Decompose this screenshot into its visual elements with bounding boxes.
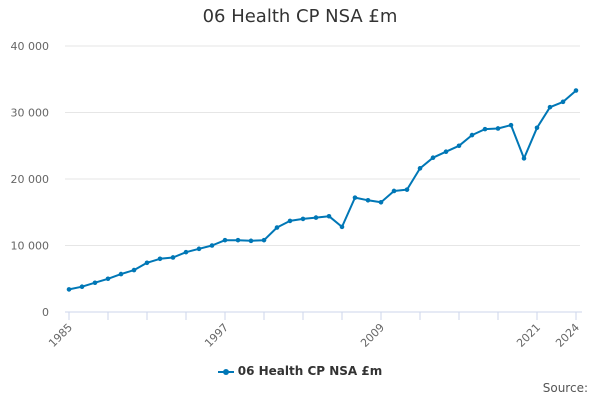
data-point [352, 195, 358, 200]
x-tick-label: 1997 [202, 321, 231, 350]
data-point [365, 197, 371, 203]
data-point [209, 243, 215, 248]
y-tick-label: 30 000 [11, 107, 50, 120]
data-point [404, 187, 410, 192]
data-point [131, 267, 137, 273]
data-point [183, 249, 189, 255]
data-point [521, 156, 527, 161]
x-tick-label: 2024 [553, 321, 582, 350]
data-point [92, 280, 98, 286]
source-label: Source: [542, 381, 588, 395]
data-point [573, 88, 579, 93]
data-point [326, 213, 332, 219]
data-point [144, 260, 150, 266]
data-point [118, 271, 124, 277]
data-point [196, 246, 202, 252]
data-point [482, 126, 488, 132]
y-tick-label: 20 000 [11, 173, 50, 186]
y-tick-label: 10 000 [11, 240, 50, 253]
data-point [547, 104, 553, 110]
data-point [443, 149, 449, 155]
data-point [430, 155, 436, 161]
data-point [274, 225, 280, 230]
data-point [157, 256, 163, 262]
data-point [391, 188, 397, 194]
legend-label: 06 Health CP NSA £m [237, 364, 383, 378]
data-point [300, 216, 306, 222]
data-point [508, 122, 514, 128]
x-tick-label: 2009 [358, 321, 387, 350]
data-point [378, 199, 384, 205]
legend[interactable]: 06 Health CP NSA £m [0, 364, 600, 378]
chart-title: 06 Health CP NSA £m [202, 6, 398, 27]
data-point [469, 132, 475, 138]
data-point [235, 237, 241, 243]
data-point [339, 224, 345, 230]
data-point [495, 126, 501, 131]
data-point [560, 99, 566, 105]
data-point [534, 125, 540, 131]
data-point [417, 166, 423, 171]
data-point [287, 218, 293, 224]
x-tick-label: 1985 [46, 321, 75, 350]
legend-swatch-icon [217, 367, 234, 377]
data-point [66, 287, 72, 292]
data-point [170, 255, 176, 260]
data-point [79, 284, 85, 290]
data-point [222, 237, 228, 243]
data-point [261, 237, 267, 243]
y-tick-label: 0 [42, 306, 49, 319]
x-tick-label: 2021 [514, 321, 543, 350]
data-point [248, 238, 254, 244]
series-line [68, 89, 577, 291]
data-point [456, 143, 462, 149]
data-point [313, 215, 319, 220]
y-tick-label: 40 000 [11, 40, 50, 53]
data-point [105, 276, 111, 282]
